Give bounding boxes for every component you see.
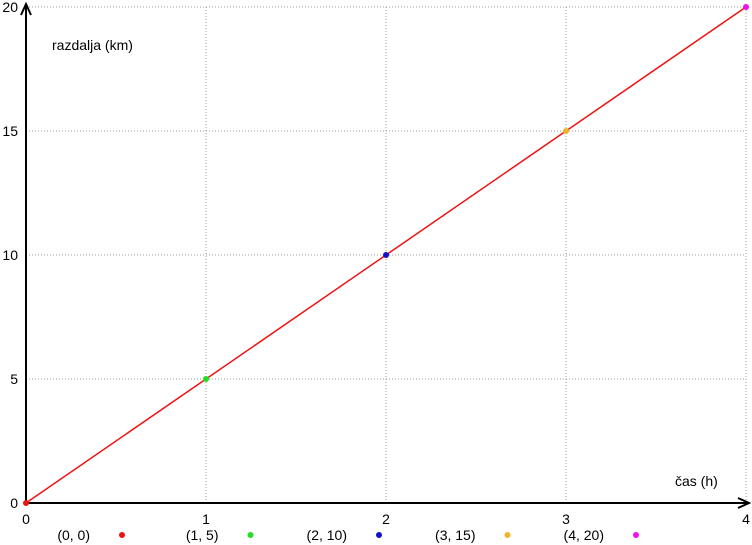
grid [26,6,747,503]
x-tick-label: 3 [562,511,570,527]
y-tick-label: 0 [10,495,18,511]
legend-marker [633,532,639,538]
y-axis-label: razdalja (km) [52,37,133,53]
legend-label: (1, 5) [186,527,219,543]
x-axis-arrow [737,497,752,509]
y-tick-label: 10 [2,247,18,263]
data-point [23,500,29,506]
data-point [743,4,749,10]
legend-label: (4, 20) [564,527,604,543]
legend: (0, 0) (1, 5) (2, 10) (3, 15) (4, 20) [57,527,639,543]
legend-marker [119,532,125,538]
axes [20,1,752,509]
x-tick-label: 2 [382,511,390,527]
x-tick-label: 0 [22,511,30,527]
tick-labels: 0 1 2 3 4 0 5 10 15 20 [2,0,750,527]
series [23,4,749,506]
x-tick-label: 4 [742,511,750,527]
legend-marker [247,532,254,538]
y-tick-label: 20 [2,0,18,15]
data-point [383,252,389,258]
data-point [203,376,209,382]
x-axis-label: čas (h) [675,473,718,489]
data-point [563,128,569,134]
y-axis-arrow [20,1,32,16]
legend-label: (2, 10) [307,527,347,543]
y-tick-label: 15 [2,123,18,139]
legend-label: (3, 15) [435,527,475,543]
legend-label: (0, 0) [57,527,90,543]
legend-marker [376,532,382,538]
x-tick-label: 1 [202,511,210,527]
y-tick-label: 5 [10,371,18,387]
legend-marker [504,532,511,538]
